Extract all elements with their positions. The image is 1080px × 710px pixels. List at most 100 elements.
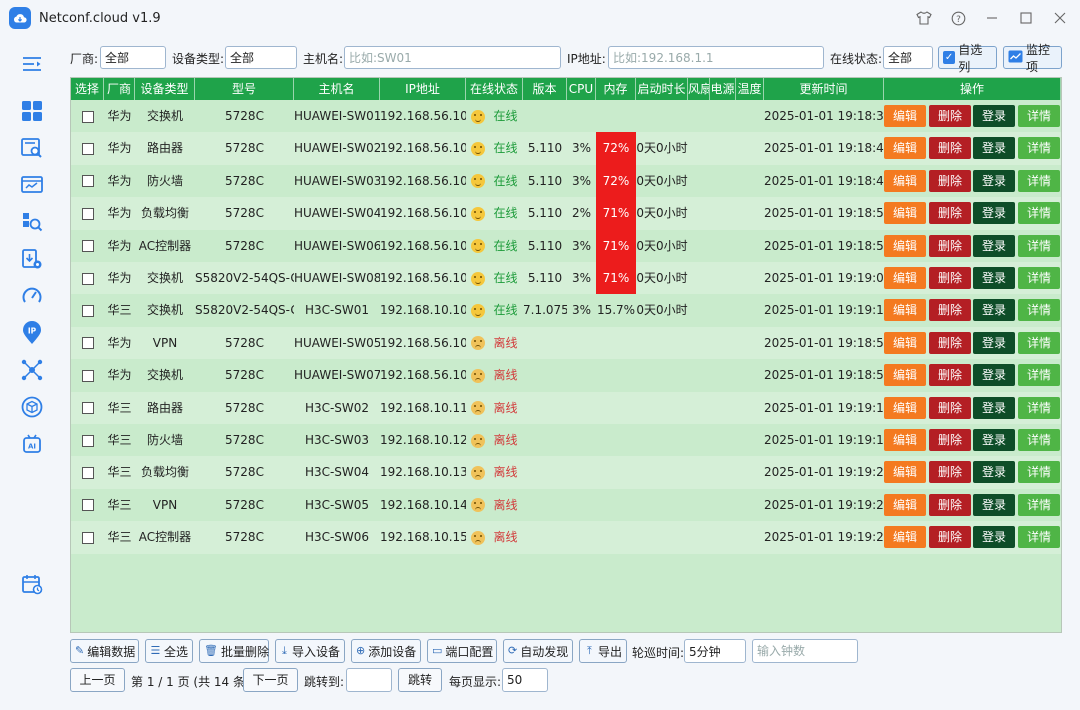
detail-button[interactable]: 详情 [1018, 429, 1060, 451]
row-checkbox[interactable] [81, 402, 94, 415]
row-checkbox[interactable] [81, 337, 94, 350]
online-status-select[interactable] [883, 46, 933, 69]
detail-button[interactable]: 详情 [1018, 234, 1060, 257]
column-header-fan[interactable]: 风扇 [688, 78, 710, 100]
column-header-cpu[interactable]: CPU [567, 78, 596, 100]
row-checkbox[interactable] [81, 272, 94, 285]
edit-button[interactable]: 编辑 [884, 396, 926, 419]
delete-button[interactable]: 删除 [929, 202, 971, 225]
ip-input[interactable] [608, 46, 824, 69]
cell-select[interactable] [71, 456, 104, 488]
cell-select[interactable] [71, 165, 104, 197]
detail-button[interactable]: 详情 [1018, 526, 1060, 549]
device-scan-icon[interactable] [20, 136, 44, 160]
jump-button[interactable]: 跳转 [398, 668, 442, 692]
row-checkbox[interactable] [81, 110, 94, 123]
delete-button[interactable]: 删除 [929, 461, 971, 484]
login-button[interactable]: 登录 [973, 234, 1015, 257]
column-header-vendor[interactable]: 厂商 [104, 78, 135, 100]
login-button[interactable]: 登录 [973, 137, 1015, 160]
menu-toggle-icon[interactable] [20, 52, 44, 76]
cell-select[interactable] [71, 521, 104, 553]
ai-chip-icon[interactable]: AI [20, 432, 44, 456]
cell-select[interactable] [71, 392, 104, 424]
delete-button[interactable]: 删除 [929, 396, 971, 419]
close-icon[interactable] [1050, 6, 1070, 30]
cell-select[interactable] [71, 489, 104, 521]
download-config-icon[interactable] [20, 247, 44, 271]
edit-button[interactable]: 编辑 [884, 364, 926, 387]
per-page-input[interactable] [502, 668, 548, 692]
table-row[interactable]: 华为 路由器 5728C HUAWEI-SW02 192.168.56.102 在线 5.1… [71, 132, 1061, 165]
row-checkbox[interactable] [81, 240, 94, 253]
table-row[interactable]: 华为 AC控制器 5728C HUAWEI-SW06 192.168.56.106 在线 5… [71, 229, 1061, 262]
port-config-button[interactable]: ▭ 端口配置 [427, 639, 497, 663]
minimize-icon[interactable] [982, 6, 1002, 30]
login-button[interactable]: 登录 [973, 169, 1015, 192]
minutes-input[interactable] [752, 639, 858, 663]
login-button[interactable]: 登录 [973, 364, 1015, 387]
poll-time-select[interactable] [684, 639, 746, 663]
column-header-updated[interactable]: 更新时间 [764, 78, 884, 100]
package-icon[interactable] [20, 395, 44, 419]
login-button[interactable]: 登录 [973, 493, 1015, 516]
detail-button[interactable]: 详情 [1018, 137, 1060, 160]
login-button[interactable]: 登录 [973, 461, 1015, 484]
cell-select[interactable] [71, 132, 104, 164]
row-checkbox[interactable] [81, 531, 94, 544]
cell-select[interactable] [71, 424, 104, 456]
custom-columns-button[interactable]: ✓ 自选列 [938, 43, 997, 74]
edit-button[interactable]: 编辑 [884, 202, 926, 225]
ip-pin-icon[interactable]: IP [20, 321, 44, 345]
login-button[interactable]: 登录 [973, 105, 1015, 127]
delete-button[interactable]: 删除 [929, 169, 971, 192]
table-row[interactable]: 华为 交换机 5728C HUAWEI-SW01 192.168.56.101 在线 202… [71, 100, 1061, 132]
detail-button[interactable]: 详情 [1018, 493, 1060, 516]
delete-button[interactable]: 删除 [929, 364, 971, 387]
device-type-select[interactable] [225, 46, 297, 69]
cell-select[interactable] [71, 197, 104, 229]
column-header-model[interactable]: 型号 [195, 78, 294, 100]
cell-select[interactable] [71, 359, 104, 391]
select-all-button[interactable]: ☰ 全选 [145, 639, 193, 663]
help-icon[interactable]: ? [948, 6, 968, 30]
auto-discover-button[interactable]: ⟳ 自动发现 [503, 639, 573, 663]
cell-select[interactable] [71, 230, 104, 262]
delete-button[interactable]: 删除 [929, 137, 971, 160]
export-button[interactable]: ⤒ 导出 [579, 639, 627, 663]
add-device-button[interactable]: ⊕ 添加设备 [351, 639, 421, 663]
edit-button[interactable]: 编辑 [884, 461, 926, 484]
speed-gauge-icon[interactable] [20, 284, 44, 308]
edit-data-button[interactable]: ✎ 编辑数据 [70, 639, 139, 663]
detail-button[interactable]: 详情 [1018, 364, 1060, 387]
batch-delete-button[interactable]: 🗑 批量删除 [199, 639, 269, 663]
hostname-input[interactable] [344, 46, 561, 69]
row-checkbox[interactable] [81, 175, 94, 188]
edit-button[interactable]: 编辑 [884, 169, 926, 192]
import-devices-button[interactable]: ⤓ 导入设备 [275, 639, 345, 663]
edit-button[interactable]: 编辑 [884, 299, 926, 322]
vendor-select[interactable] [100, 46, 166, 69]
login-button[interactable]: 登录 [973, 331, 1015, 354]
table-row[interactable]: 华三 AC控制器 5728C H3C-SW06 192.168.10.15 离线 2025-… [71, 521, 1061, 554]
column-header-temp[interactable]: 温度 [736, 78, 764, 100]
detail-button[interactable]: 详情 [1018, 267, 1060, 289]
edit-button[interactable]: 编辑 [884, 105, 926, 127]
row-checkbox[interactable] [81, 304, 94, 317]
delete-button[interactable]: 删除 [929, 331, 971, 354]
edit-button[interactable]: 编辑 [884, 234, 926, 257]
next-page-button[interactable]: 下一页 [243, 668, 298, 692]
cell-select[interactable] [71, 294, 104, 326]
prev-page-button[interactable]: 上一页 [70, 668, 125, 692]
monitor-items-button[interactable]: 监控项 [1003, 43, 1062, 74]
column-header-status[interactable]: 在线状态 [466, 78, 523, 100]
cell-select[interactable] [71, 262, 104, 294]
delete-button[interactable]: 删除 [929, 105, 971, 127]
shirt-icon[interactable] [914, 6, 934, 30]
table-row[interactable]: 华为 负载均衡 5728C HUAWEI-SW04 192.168.56.104 在线 5.… [71, 197, 1061, 230]
column-header-select[interactable]: 选择 [71, 78, 104, 100]
column-header-mem[interactable]: 内存 [596, 78, 636, 100]
edit-button[interactable]: 编辑 [884, 331, 926, 354]
row-checkbox[interactable] [81, 207, 94, 220]
